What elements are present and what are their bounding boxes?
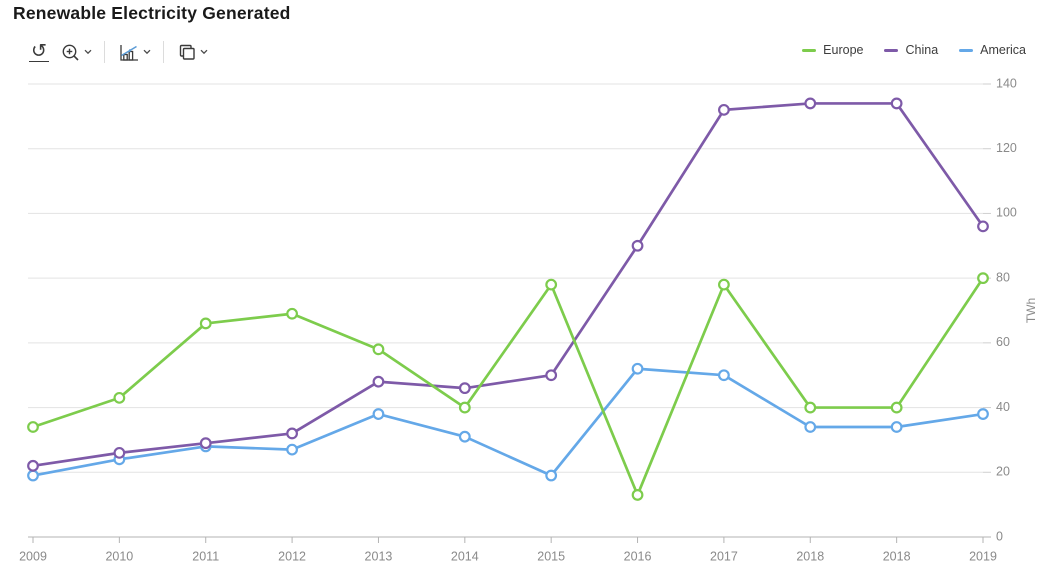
reset-zoom-button[interactable]: ↺: [26, 41, 52, 64]
toolbar-separator: [103, 41, 105, 63]
series-line-europe: [31, 276, 985, 497]
data-point-china: [804, 97, 817, 110]
chart-type-icon: [120, 44, 138, 61]
data-point-china: [286, 427, 298, 440]
x-axis-tick-label: 2015: [537, 549, 565, 563]
data-point-america: [27, 469, 39, 482]
y-axis-tick-label: 120: [996, 141, 1017, 155]
chart-type-button[interactable]: [114, 40, 154, 65]
copy-icon: [179, 44, 195, 60]
legend-label: China: [905, 43, 939, 57]
data-point-europe: [113, 391, 126, 404]
zoom-button[interactable]: [57, 40, 95, 65]
data-point-america: [631, 362, 644, 375]
x-axis-tick-label: 2012: [278, 549, 306, 563]
y-axis-tick-label: 40: [996, 400, 1010, 414]
legend-label: Europe: [823, 43, 864, 57]
data-point-china: [199, 437, 212, 450]
chevron-down-icon: [143, 49, 151, 55]
x-axis-tick-label: 2010: [105, 549, 133, 563]
series-line-china: [31, 102, 985, 468]
data-point-america: [890, 421, 903, 433]
data-point-europe: [286, 307, 298, 320]
chart-toolbar: ↺: [26, 38, 216, 66]
x-axis-tick-label: 2018: [796, 549, 824, 563]
data-point-america: [286, 443, 298, 456]
data-point-europe: [27, 421, 39, 433]
x-axis-tick-label: 2018: [883, 549, 911, 563]
legend-marker-china: [884, 48, 899, 52]
x-axis-tick-label: 2011: [192, 549, 219, 563]
legend-marker-europe: [802, 48, 817, 52]
data-point-america: [458, 430, 471, 443]
data-point-europe: [372, 343, 385, 356]
data-point-america: [545, 469, 558, 482]
legend-item-america[interactable]: America: [959, 43, 1026, 57]
data-point-china: [27, 459, 39, 472]
data-point-europe: [890, 401, 903, 414]
data-point-america: [372, 408, 385, 420]
x-axis-tick-label: 2013: [365, 549, 393, 563]
copy-button[interactable]: [173, 40, 211, 65]
data-point-europe: [199, 317, 212, 330]
chart-legend: Europe China America: [802, 43, 1026, 57]
legend-item-china[interactable]: China: [884, 43, 938, 57]
zoom-in-icon: [62, 44, 79, 61]
data-point-europe: [977, 272, 989, 285]
x-axis-tick-label: 2017: [710, 549, 738, 563]
data-point-china: [631, 239, 644, 252]
data-point-china: [977, 220, 989, 233]
data-point-china: [545, 369, 558, 382]
legend-item-europe[interactable]: Europe: [802, 43, 863, 57]
data-point-china: [890, 97, 903, 110]
data-point-america: [977, 408, 989, 420]
y-axis-tick-label: 100: [996, 206, 1017, 220]
data-point-america: [804, 421, 817, 433]
page-title: Renewable Electricity Generated: [13, 3, 291, 23]
x-axis-tick-label: 2019: [969, 549, 997, 563]
data-point-china: [372, 375, 385, 388]
data-point-america: [718, 369, 730, 382]
x-axis-tick-label: 2014: [451, 549, 479, 563]
legend-marker-america: [959, 48, 974, 52]
data-point-china: [718, 103, 730, 116]
y-axis-tick-label: 20: [996, 465, 1010, 479]
x-axis-tick-label: 2009: [19, 549, 47, 563]
data-point-china: [113, 446, 126, 459]
y-axis-name: TWh: [1024, 298, 1038, 323]
series-line-america: [31, 367, 985, 477]
x-axis-tick-label: 2016: [624, 549, 652, 563]
y-axis-tick-label: 140: [996, 76, 1017, 90]
y-axis-tick-label: 60: [996, 335, 1010, 349]
y-axis-tick-label: 80: [996, 270, 1010, 284]
data-point-europe: [545, 278, 558, 291]
chevron-down-icon: [84, 49, 92, 55]
y-axis-tick-label: 0: [996, 529, 1003, 543]
toolbar-separator: [162, 41, 164, 63]
data-point-europe: [458, 401, 471, 414]
data-point-europe: [631, 489, 644, 501]
reset-icon: ↺: [29, 39, 49, 62]
data-point-china: [458, 382, 471, 395]
data-point-europe: [804, 401, 817, 414]
legend-label: America: [980, 43, 1026, 57]
chevron-down-icon: [200, 49, 208, 55]
data-point-europe: [718, 278, 730, 291]
